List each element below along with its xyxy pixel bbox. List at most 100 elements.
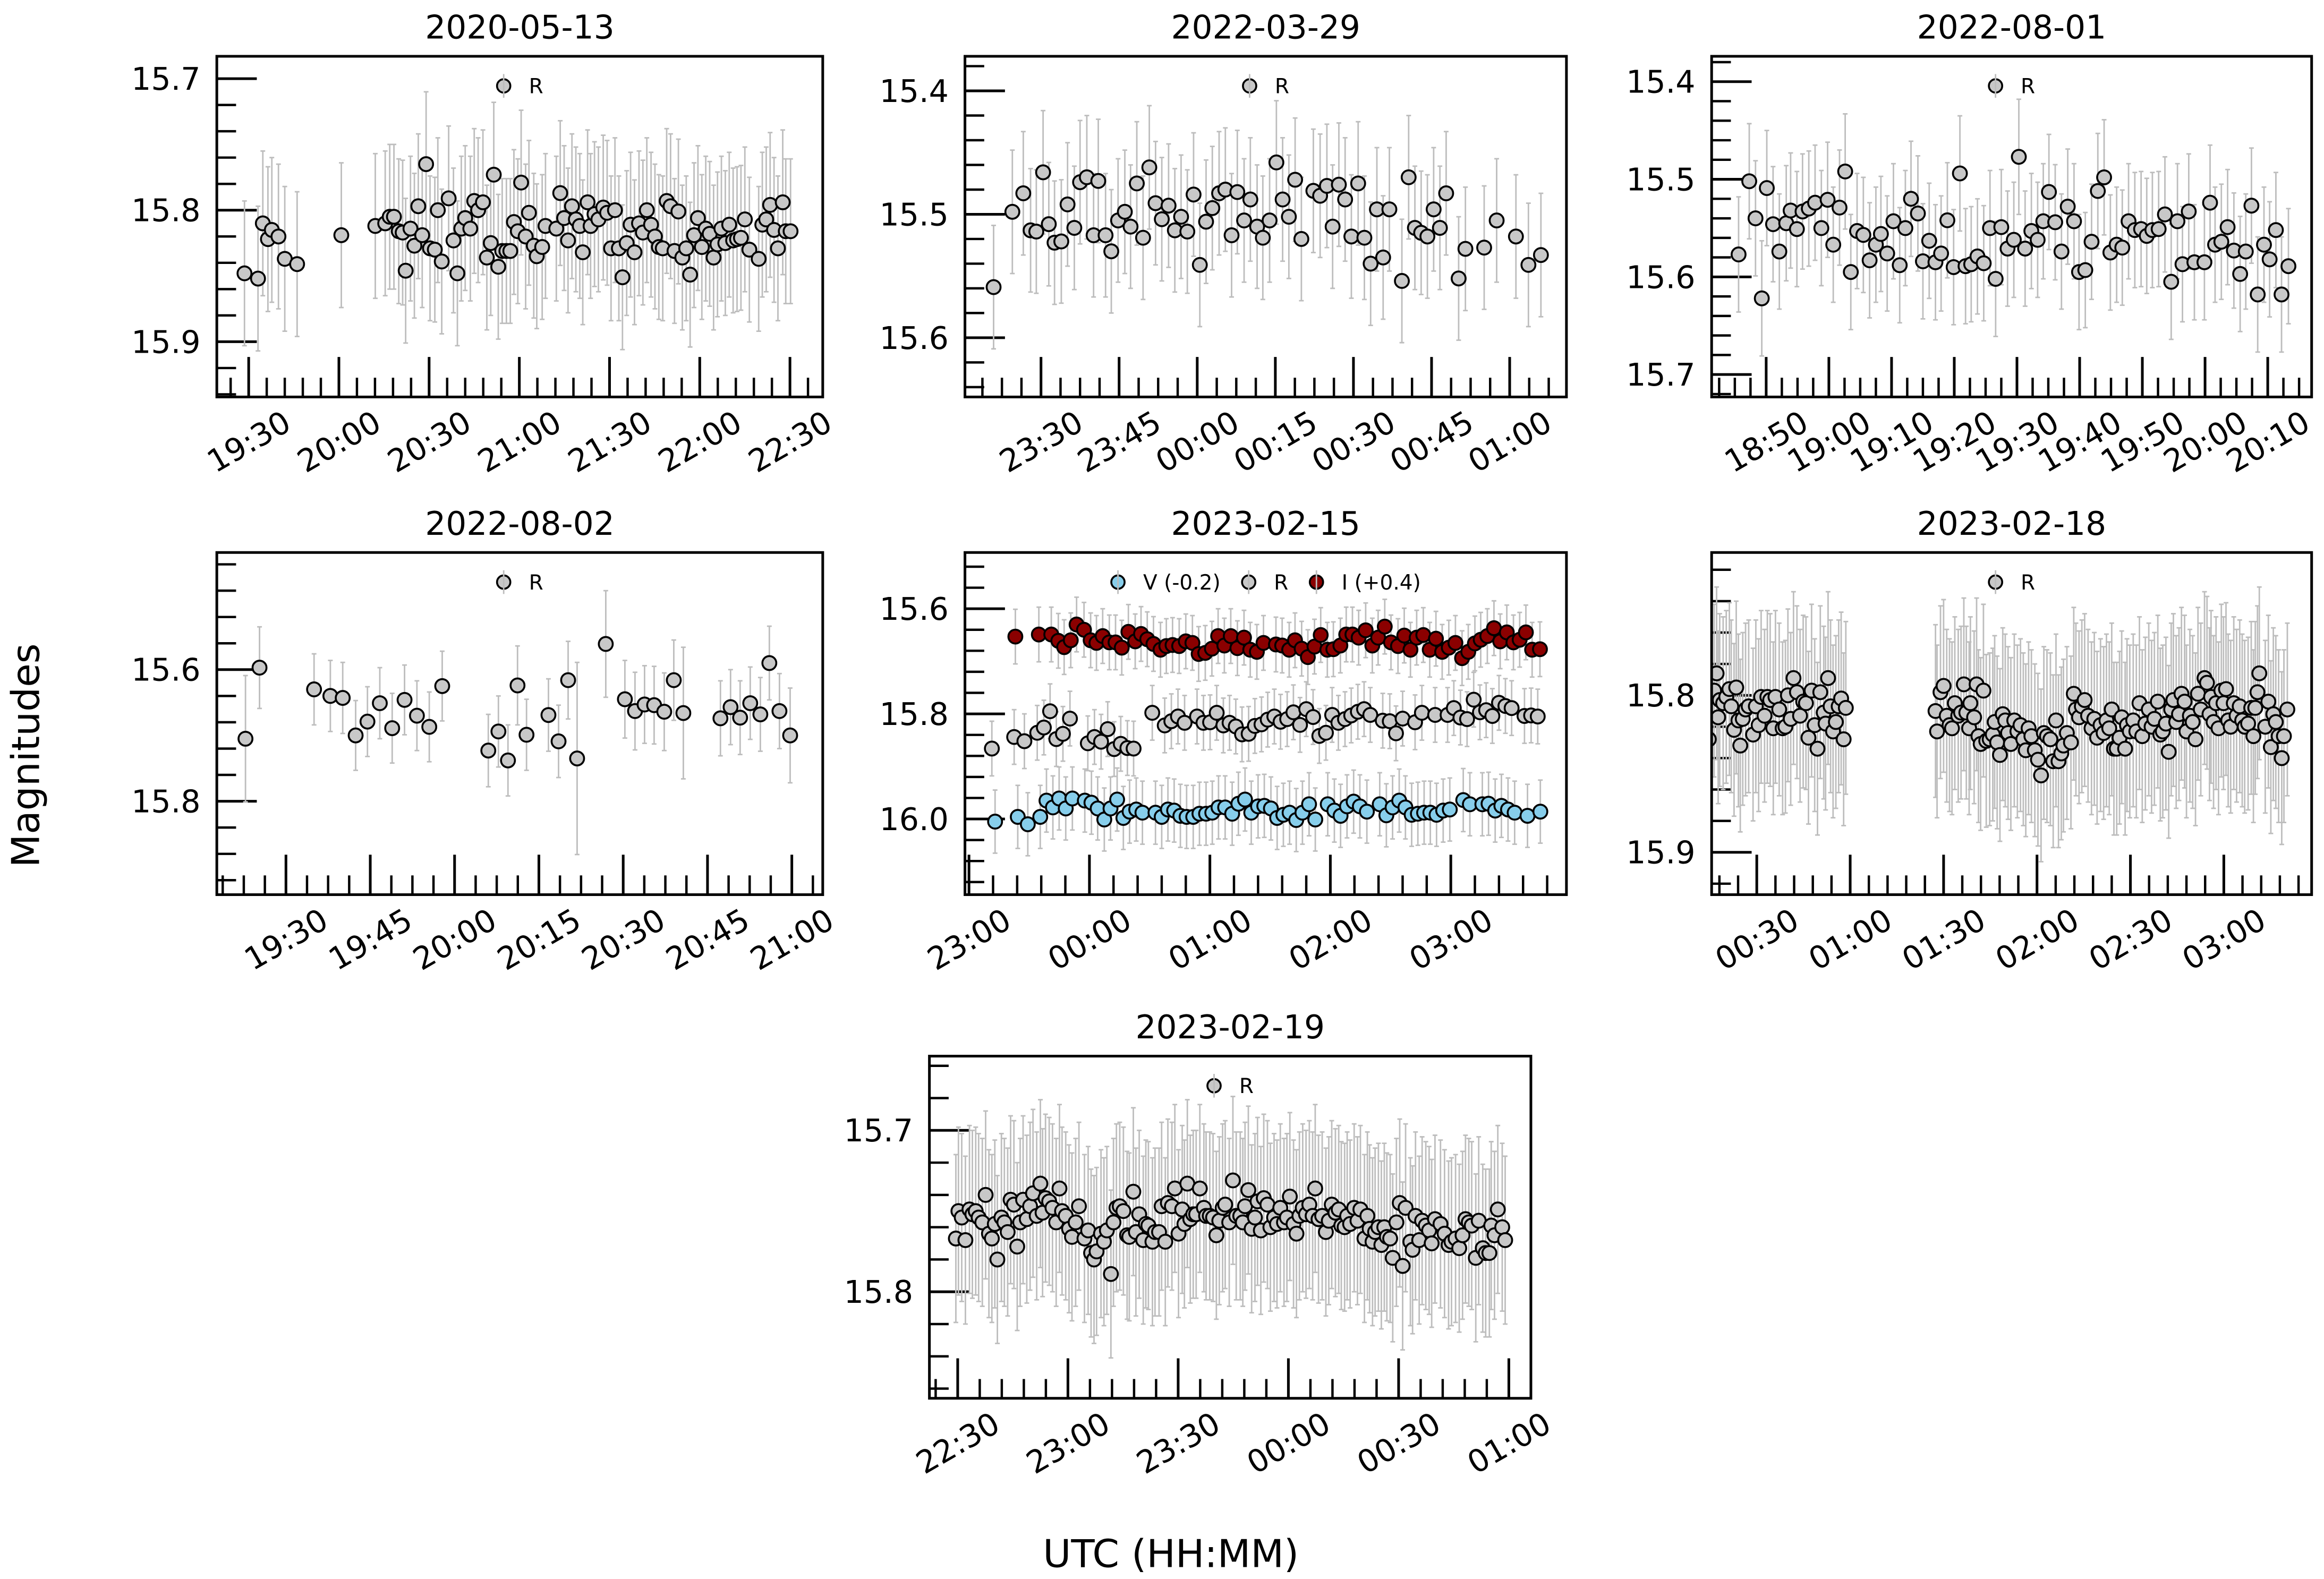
- data-point: [1447, 635, 1463, 651]
- data-point: [1753, 290, 1770, 306]
- panel-title: 2023-02-18: [1917, 505, 2107, 543]
- data-point: [1307, 1180, 1323, 1197]
- data-point: [1843, 264, 1859, 280]
- data-point: [1225, 1172, 1241, 1189]
- series-R: [236, 91, 799, 352]
- data-point: [1157, 1234, 1173, 1250]
- data-point: [384, 720, 401, 736]
- data-point: [1519, 808, 1536, 824]
- data-point: [2169, 213, 2186, 229]
- axes-frame: [1710, 55, 2313, 398]
- data-point: [2256, 236, 2272, 253]
- data-point: [1376, 618, 1393, 635]
- data-point: [1728, 679, 1744, 696]
- data-point: [440, 190, 457, 207]
- data-point: [1051, 1180, 1068, 1197]
- subplot-panel: 2022-08-0215.615.819:3019:4520:0020:1520…: [131, 505, 840, 978]
- data-point: [513, 174, 529, 191]
- data-point: [617, 691, 633, 707]
- data-point: [552, 185, 568, 201]
- data-point: [1032, 1175, 1049, 1192]
- legend-label: R: [529, 75, 543, 99]
- y-tick-label: 16.0: [880, 801, 949, 838]
- subplot-panel: 2023-02-15 15.6 15.8 16.0 23:00 00:00 01:00 02:…: [880, 505, 1568, 978]
- legend-item: R: [1988, 570, 2035, 595]
- data-point: [751, 251, 767, 267]
- axes-frame: [928, 1054, 1533, 1400]
- data-point: [534, 239, 550, 255]
- data-point: [427, 242, 443, 258]
- data-point: [957, 1232, 974, 1248]
- legend: R: [1242, 74, 1289, 99]
- y-tick-label: 15.6: [880, 320, 949, 356]
- data-point: [1000, 1224, 1016, 1240]
- legend-item: R: [1988, 74, 2035, 99]
- data-point: [1019, 816, 1036, 832]
- x-tick-label: 22:30: [910, 1405, 1006, 1481]
- data-point: [1358, 622, 1374, 638]
- data-point: [1356, 229, 1373, 246]
- data-point: [689, 210, 706, 226]
- data-point: [1109, 791, 1125, 808]
- data-point: [1262, 212, 1278, 229]
- data-point: [639, 202, 655, 218]
- data-point: [2232, 266, 2249, 282]
- x-tick-label: 01:30: [1896, 901, 1991, 977]
- data-point: [2218, 681, 2234, 697]
- data-point: [1765, 216, 1781, 233]
- data-point: [560, 672, 576, 688]
- data-point: [985, 279, 1002, 295]
- data-point: [1451, 1240, 1467, 1257]
- data-point: [741, 242, 757, 258]
- series-R: [984, 671, 1546, 778]
- data-point: [1236, 212, 1252, 229]
- data-point: [1520, 257, 1537, 273]
- data-point: [1318, 724, 1334, 741]
- data-point: [1382, 1230, 1398, 1247]
- data-point: [418, 156, 435, 172]
- data-point: [1929, 723, 1945, 740]
- data-point: [782, 223, 799, 240]
- data-point: [449, 265, 465, 281]
- legend-label: R: [1275, 75, 1289, 99]
- data-point: [1242, 191, 1258, 208]
- x-tick-label: 02:00: [1283, 901, 1378, 977]
- data-point: [782, 727, 798, 744]
- data-point: [1771, 701, 1787, 718]
- data-point: [1388, 725, 1404, 741]
- data-point: [1820, 670, 1836, 686]
- x-tick-label: 03:00: [1403, 901, 1499, 977]
- data-point: [237, 730, 254, 747]
- data-point: [2213, 234, 2229, 250]
- series-I (+0.4): [1007, 596, 1548, 687]
- data-point: [1400, 169, 1417, 185]
- data-point: [1785, 670, 1802, 686]
- data-point: [386, 209, 402, 225]
- data-point: [1117, 203, 1133, 220]
- data-point: [1939, 212, 1955, 228]
- data-point: [251, 660, 268, 676]
- data-point: [1059, 196, 1076, 212]
- data-point: [1071, 1198, 1087, 1215]
- x-tick-label: 00:30: [1306, 404, 1401, 480]
- series-R: [948, 1096, 1513, 1359]
- data-point: [2251, 665, 2268, 681]
- x-tick-label: 21:00: [744, 901, 840, 977]
- data-point: [1712, 709, 1726, 726]
- y-tick-label: 15.8: [1626, 678, 1695, 714]
- data-point: [1532, 641, 1548, 658]
- legend: V (-0.2) R I (+0.4): [1110, 570, 1421, 595]
- data-point: [607, 202, 623, 218]
- data-point: [670, 203, 687, 220]
- data-point: [705, 249, 722, 266]
- data-point: [2006, 232, 2022, 248]
- data-point: [675, 705, 692, 721]
- data-point: [580, 194, 596, 210]
- data-point: [771, 703, 788, 719]
- data-point: [1016, 733, 1033, 749]
- data-point: [1004, 203, 1020, 220]
- data-point: [1993, 219, 2010, 235]
- data-point: [1093, 733, 1109, 750]
- data-point: [2250, 286, 2266, 303]
- data-point: [2042, 731, 2058, 747]
